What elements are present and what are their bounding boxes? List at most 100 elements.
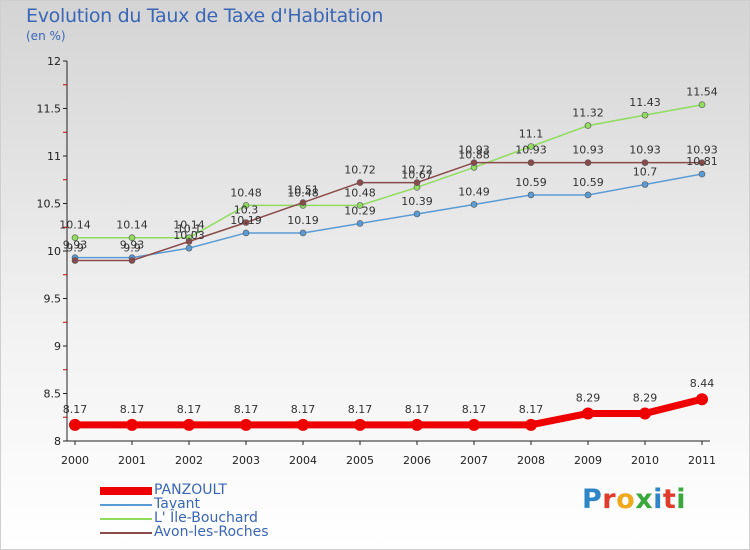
x-tick-label: 2009 [574, 454, 602, 467]
legend-swatch-ile-bouchard [100, 518, 152, 520]
data-label: 8.17 [177, 403, 202, 416]
data-label: 10.14 [173, 219, 205, 232]
legend-item-panzoult: PANZOULT [100, 482, 340, 498]
data-point [698, 170, 706, 178]
x-tick-label: 2005 [346, 454, 374, 467]
data-label: 9.93 [63, 239, 88, 252]
y-tick-label: 8 [54, 435, 61, 448]
data-point [242, 229, 250, 237]
data-point [354, 418, 366, 431]
data-label: 8.17 [120, 403, 145, 416]
y-tick-label: 8.5 [44, 388, 62, 401]
data-label: 8.17 [63, 403, 88, 416]
y-tick-label: 10 [47, 245, 61, 258]
data-label: 9.9 [66, 242, 84, 255]
legend-swatch-tavant [100, 504, 152, 506]
data-label: 8.29 [576, 391, 601, 404]
data-point [185, 244, 193, 252]
data-point [413, 179, 421, 186]
data-label: 8.29 [633, 391, 658, 404]
logo-letter: i [653, 484, 663, 515]
series-line [75, 161, 702, 262]
data-label: 10.93 [686, 144, 718, 157]
data-point [639, 407, 651, 420]
data-point [356, 202, 364, 209]
data-point [641, 159, 649, 166]
legend-label-tavant: Tavant [154, 496, 201, 512]
data-label: 10.48 [344, 186, 376, 199]
x-tick-label: 2006 [403, 454, 431, 467]
data-label: 10.51 [287, 184, 319, 197]
data-label: 9.9 [123, 242, 141, 255]
legend-item-avon-les-roches: Avon-les-Roches [100, 524, 340, 540]
data-point [696, 393, 708, 406]
data-label: 10.19 [287, 214, 319, 227]
data-label: 10.03 [173, 229, 205, 242]
data-label: 11.54 [686, 86, 718, 99]
data-label: 8.17 [405, 403, 430, 416]
data-point [240, 418, 252, 431]
x-tick-label: 2002 [175, 454, 203, 467]
data-label: 10.48 [230, 186, 262, 199]
data-label: 10.93 [515, 144, 547, 157]
data-label: 10.72 [344, 164, 376, 177]
data-label: 10.14 [116, 219, 148, 232]
logo-letter: t [662, 484, 677, 515]
data-point [69, 418, 81, 431]
legend-item-tavant: Tavant [100, 496, 340, 512]
data-label: 11.32 [572, 107, 604, 120]
data-point [299, 199, 307, 206]
legend-label-panzoult: PANZOULT [154, 482, 227, 498]
data-point [641, 181, 649, 188]
data-point [470, 159, 478, 166]
data-label: 8.17 [519, 403, 544, 416]
data-label: 10.93 [458, 144, 490, 157]
series-line [75, 103, 703, 239]
data-point [297, 418, 309, 431]
data-label: 10.3 [234, 204, 259, 217]
data-label: 10.48 [287, 186, 319, 199]
legend-item-ile-bouchard: L' Île-Bouchard [100, 510, 340, 526]
y-tick-label: 11 [47, 150, 61, 163]
data-point [183, 418, 195, 431]
data-point [698, 101, 706, 108]
logo-letter: i [676, 484, 687, 515]
data-point [698, 159, 706, 166]
data-label: 10.59 [572, 176, 604, 189]
data-label: 8.44 [690, 377, 715, 390]
x-tick-label: 2007 [460, 454, 488, 467]
x-tick-label: 2000 [61, 454, 89, 467]
data-label: 10.81 [686, 155, 718, 168]
data-point [356, 179, 364, 186]
data-point [128, 234, 136, 241]
y-tick-label: 11.5 [37, 103, 62, 116]
data-label: 10.88 [458, 148, 490, 161]
legend-swatch-avon-les-roches [100, 532, 152, 534]
data-label: 10.39 [401, 195, 433, 208]
data-label: 11.1 [519, 128, 544, 141]
logo-letter: x [635, 484, 654, 515]
y-tick-label: 9.5 [44, 293, 62, 306]
data-point [584, 122, 592, 129]
data-label: 10.93 [572, 144, 604, 157]
data-point [71, 257, 79, 264]
logo-letter: o [616, 484, 636, 515]
x-tick-label: 2003 [232, 454, 260, 467]
x-tick-label: 2010 [631, 454, 659, 467]
data-label: 10.19 [230, 214, 262, 227]
data-point [641, 111, 649, 119]
chart-subtitle: (en %) [26, 29, 66, 43]
data-point [527, 191, 535, 199]
logo-letter: P [582, 484, 603, 515]
data-point [527, 143, 535, 150]
chart-legend: PANZOULT Tavant L' Île-Bouchard Avon-les… [100, 482, 340, 540]
data-point [525, 418, 537, 431]
data-point [126, 418, 138, 431]
data-label: 10.67 [401, 168, 433, 181]
legend-label-ile-bouchard: L' Île-Bouchard [154, 510, 258, 526]
proxiti-logo: Proxiti [582, 484, 686, 515]
y-tick-label: 12 [47, 55, 61, 68]
x-tick-label: 2011 [688, 454, 716, 467]
